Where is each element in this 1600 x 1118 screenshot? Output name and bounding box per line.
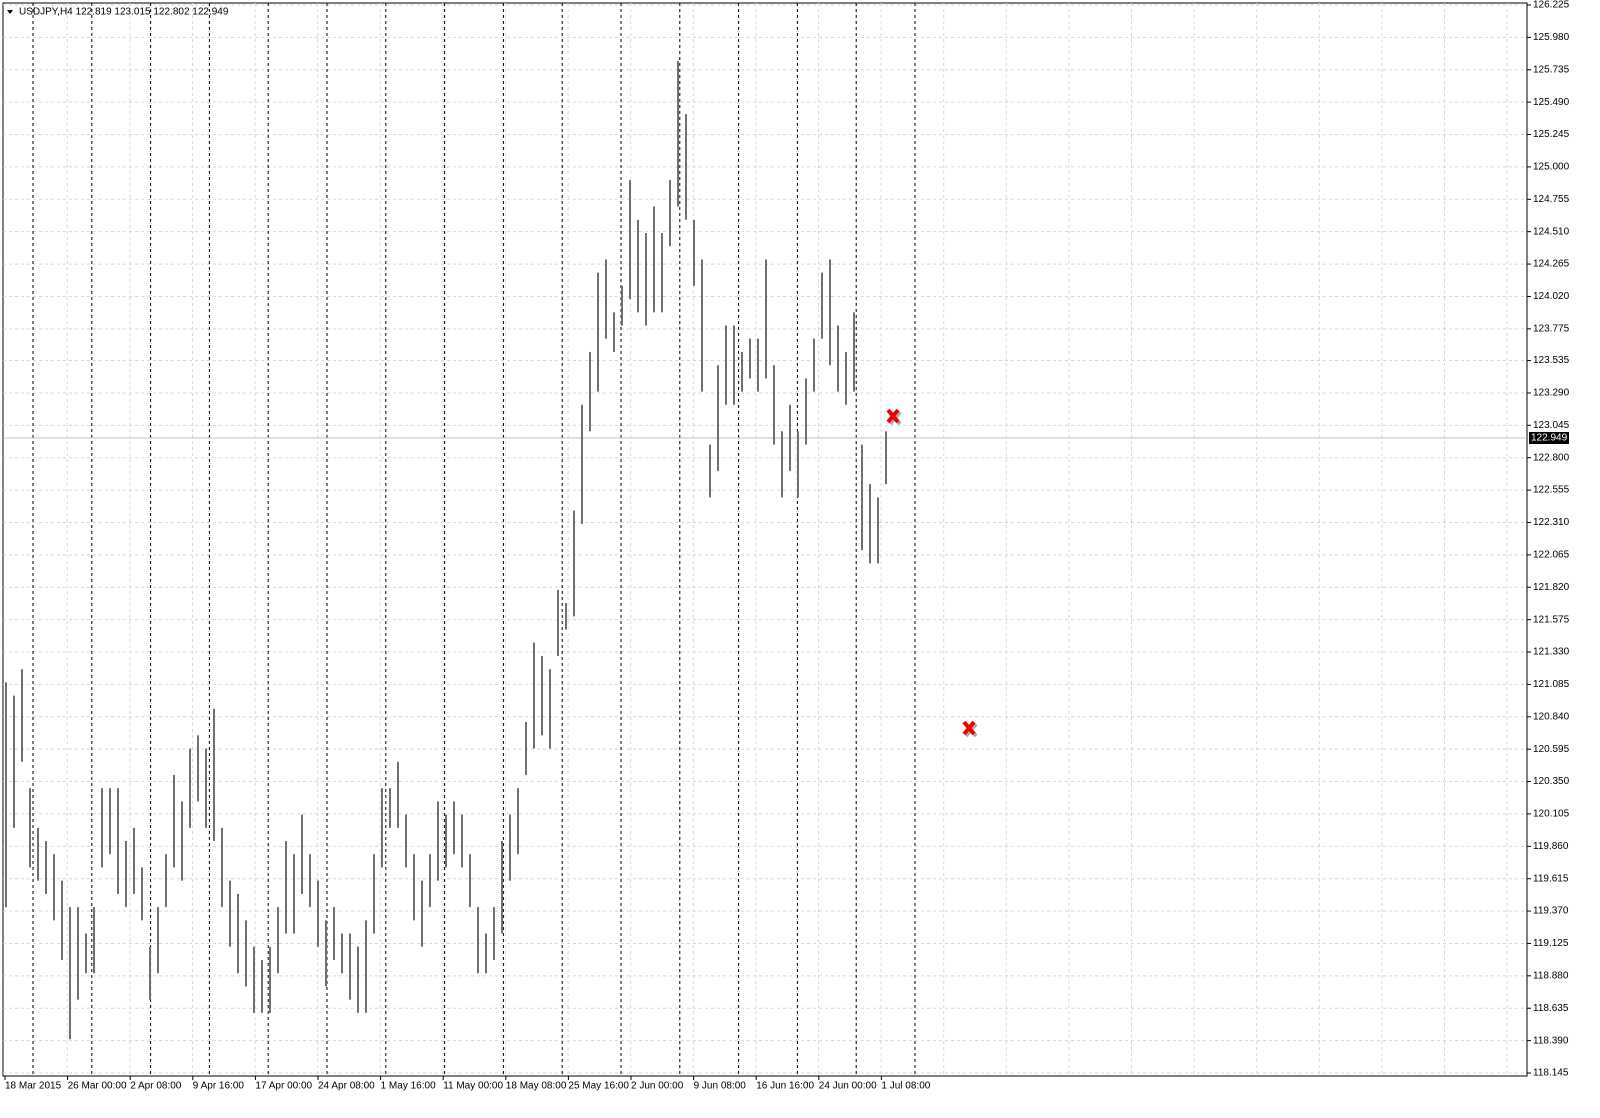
x-tick-label: 24 Jun 00:00 [819, 1081, 877, 1092]
last-price-box [1529, 432, 1569, 445]
menu-arrow[interactable] [7, 10, 13, 14]
y-tick-label: 121.085 [1533, 679, 1570, 690]
red-x-marker [962, 720, 978, 738]
red-x-marker [886, 408, 902, 426]
y-tick-label: 119.370 [1533, 906, 1569, 917]
x-tick-label: 26 Mar 00:00 [68, 1081, 127, 1092]
y-tick-label: 124.265 [1533, 259, 1570, 270]
y-tick-label: 123.535 [1533, 355, 1570, 366]
y-tick-label: 125.980 [1533, 32, 1570, 43]
y-tick-label: 120.105 [1533, 809, 1570, 820]
y-tick-label: 125.735 [1533, 64, 1570, 75]
y-tick-label: 124.510 [1533, 226, 1570, 237]
y-tick-label: 119.125 [1533, 938, 1569, 949]
y-tick-label: 118.390 [1533, 1035, 1569, 1046]
y-tick-label: 121.575 [1533, 614, 1570, 625]
x-tick-label: 25 May 16:00 [568, 1081, 629, 1092]
y-tick-label: 120.840 [1533, 711, 1570, 722]
y-tick-label: 120.595 [1533, 744, 1570, 755]
x-tick-label: 2 Apr 08:00 [130, 1081, 182, 1092]
x-tick-label: 1 Jul 08:00 [881, 1081, 930, 1092]
y-tick-label: 121.820 [1533, 582, 1570, 593]
x-tick-label: 18 May 08:00 [506, 1081, 567, 1092]
y-tick-label: 118.145 [1533, 1068, 1569, 1079]
x-tick-label: 17 Apr 00:00 [255, 1081, 312, 1092]
grid [3, 3, 1527, 1076]
y-tick-label: 122.310 [1533, 517, 1570, 528]
x-tick-label: 1 May 16:00 [381, 1081, 436, 1092]
x-tick-label: 16 Jun 16:00 [756, 1081, 814, 1092]
x-tick-label: 9 Apr 16:00 [193, 1081, 245, 1092]
y-tick-label: 122.555 [1533, 485, 1570, 496]
x-tick-label: 11 May 00:00 [443, 1081, 503, 1092]
y-tick-label: 123.290 [1533, 388, 1570, 399]
y-tick-label: 122.800 [1533, 452, 1570, 463]
x-tick-label: 24 Apr 08:00 [318, 1081, 375, 1092]
y-tick-label: 120.350 [1533, 776, 1570, 787]
x-tick-label: 18 Mar 2015 [5, 1081, 62, 1092]
x-tick-label: 9 Jun 08:00 [694, 1081, 747, 1092]
y-tick-label: 119.615 [1533, 873, 1569, 884]
y-tick-label: 121.330 [1533, 647, 1570, 658]
y-tick-label: 119.860 [1533, 841, 1569, 852]
y-tick-label: 122.065 [1533, 550, 1570, 561]
y-tick-label: 126.225 [1533, 0, 1570, 11]
y-tick-label: 118.635 [1533, 1003, 1569, 1014]
y-tick-label: 118.880 [1533, 970, 1569, 981]
chart-title: USDJPY,H4 122.819 123.015 122.802 122.94… [19, 7, 229, 18]
last-price-label: 122.949 [1531, 433, 1568, 444]
x-tick-label: 2 Jun 00:00 [631, 1081, 684, 1092]
y-tick-label: 123.775 [1533, 323, 1570, 334]
y-tick-label: 123.045 [1533, 420, 1570, 431]
y-tick-label: 124.020 [1533, 291, 1570, 302]
plot-frame [2, 2, 1528, 1077]
y-tick-label: 125.490 [1533, 97, 1570, 108]
y-tick-label: 125.245 [1533, 129, 1570, 140]
y-tick-label: 125.000 [1533, 162, 1570, 173]
y-tick-label: 124.755 [1533, 194, 1570, 205]
